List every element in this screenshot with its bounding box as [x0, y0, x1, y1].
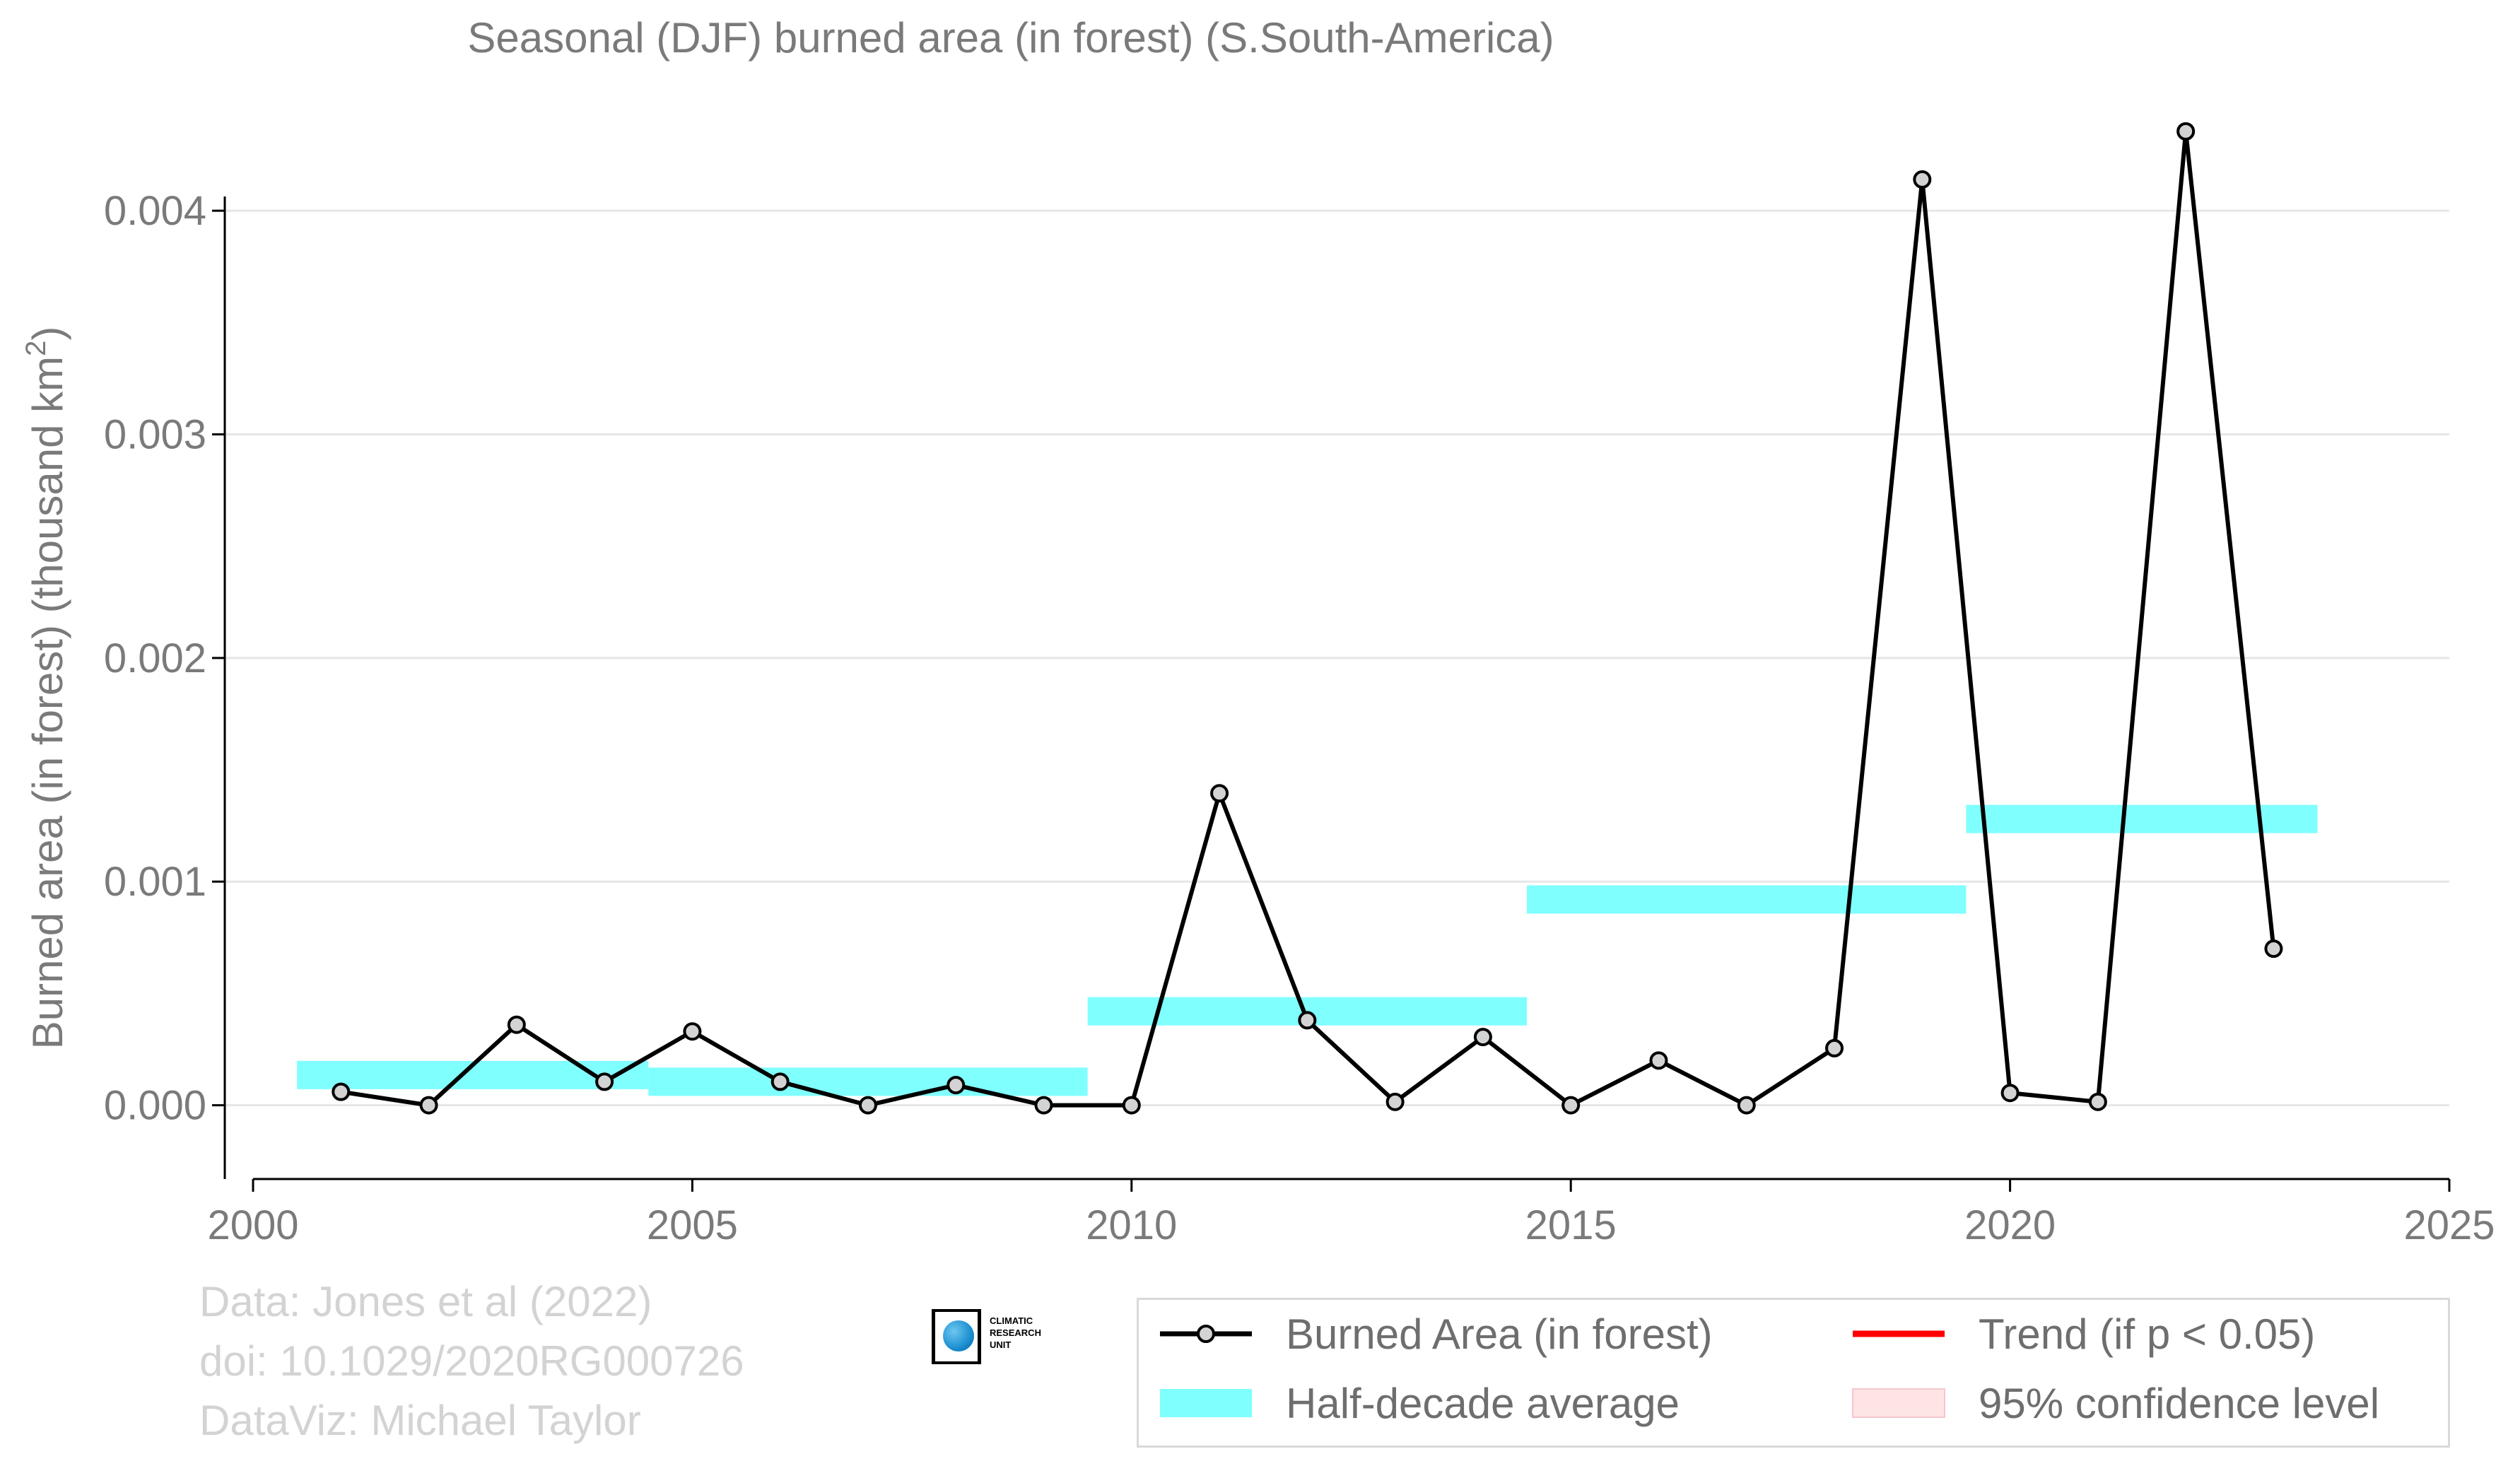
legend-label: 95% confidence level [1979, 1379, 2380, 1427]
data-point [770, 1072, 790, 1091]
y-tick-label: 0.004 [104, 188, 206, 234]
credit-dataviz: DataViz: Michael Taylor [199, 1397, 641, 1444]
x-tick-label: 2000 [207, 1202, 298, 1248]
legend-label: Burned Area (in forest) [1286, 1310, 1713, 1358]
half-decade-average-bar [1966, 804, 2318, 833]
data-point [2000, 1084, 2020, 1103]
x-tick-label: 2015 [1525, 1202, 1617, 1248]
data-credits: Data: Jones et al (2022) doi: 10.1029/20… [199, 1272, 744, 1450]
x-tick-label: 2025 [2403, 1202, 2495, 1248]
logo-bracket [932, 1309, 981, 1364]
legend-item-trend: Trend (if p < 0.05) [1846, 1306, 2315, 1362]
data-point [595, 1072, 614, 1091]
x-tick-label: 2020 [1964, 1202, 2056, 1248]
credit-doi: doi: 10.1029/2020RG000726 [199, 1337, 744, 1385]
half-decade-average-bar [1527, 885, 1967, 914]
legend-item-half-decade: Half-decade average [1153, 1375, 1680, 1431]
legend-item-burned-area: Burned Area (in forest) [1153, 1306, 1713, 1362]
y-tick-label: 0.001 [104, 859, 206, 905]
data-point [1737, 1096, 1756, 1115]
logo-text: CLIMATIC RESEARCH UNIT [990, 1315, 1041, 1350]
data-point [1825, 1038, 1844, 1057]
data-point [419, 1096, 438, 1115]
x-tick-label: 2010 [1086, 1202, 1177, 1248]
data-point [683, 1022, 702, 1041]
burned-area-series [340, 129, 2276, 1108]
legend-label: Trend (if p < 0.05) [1979, 1310, 2316, 1358]
burned-area-line [340, 129, 2276, 1108]
globe-icon [943, 1320, 974, 1351]
confidence-band-swatch [1852, 1388, 1945, 1418]
data-point [332, 1082, 351, 1101]
data-point [2176, 122, 2196, 141]
gridlines [225, 209, 2449, 1107]
legend-item-confidence: 95% confidence level [1846, 1375, 2379, 1431]
data-point [1561, 1096, 1581, 1115]
half-decade-average-bands [297, 804, 2318, 1096]
data-point [507, 1015, 526, 1034]
burned-area-points [332, 122, 2283, 1115]
data-point [947, 1076, 966, 1095]
half-decade-average-bar [648, 1067, 1088, 1096]
chart-legend: Burned Area (in forest) Trend (if p < 0.… [1137, 1298, 2450, 1448]
chart-title: Seasonal (DJF) burned area (in forest) (… [467, 14, 1554, 61]
line-marker-swatch [1160, 1325, 1252, 1343]
data-point [1913, 170, 1932, 189]
band-swatch [1160, 1389, 1252, 1417]
x-axis-ticks: 2000 2005 2010 2015 2020 2025 [207, 1179, 2495, 1248]
y-axis-ticks: 0.000 0.001 0.002 0.003 0.004 [104, 188, 225, 1129]
y-axis-label: Burned area (in forest) (thousand km2) [20, 327, 71, 1050]
data-point [1210, 784, 1229, 803]
data-point [2088, 1092, 2107, 1111]
legend-label: Half-decade average [1286, 1379, 1680, 1427]
y-tick-label: 0.000 [104, 1083, 206, 1129]
data-point [1473, 1028, 1492, 1047]
climatic-research-unit-logo: CLIMATIC RESEARCH UNIT [932, 1309, 1066, 1367]
data-point [1034, 1096, 1053, 1115]
data-point [1298, 1011, 1317, 1030]
data-point [1122, 1096, 1141, 1115]
data-point [1649, 1051, 1668, 1070]
data-point [1385, 1092, 1405, 1111]
data-point [858, 1096, 877, 1115]
trend-line-swatch [1853, 1330, 1945, 1337]
credit-source: Data: Jones et al (2022) [199, 1278, 652, 1325]
y-tick-label: 0.002 [104, 635, 206, 681]
y-tick-label: 0.003 [104, 412, 206, 458]
data-point [2264, 939, 2283, 958]
x-tick-label: 2005 [647, 1202, 738, 1248]
